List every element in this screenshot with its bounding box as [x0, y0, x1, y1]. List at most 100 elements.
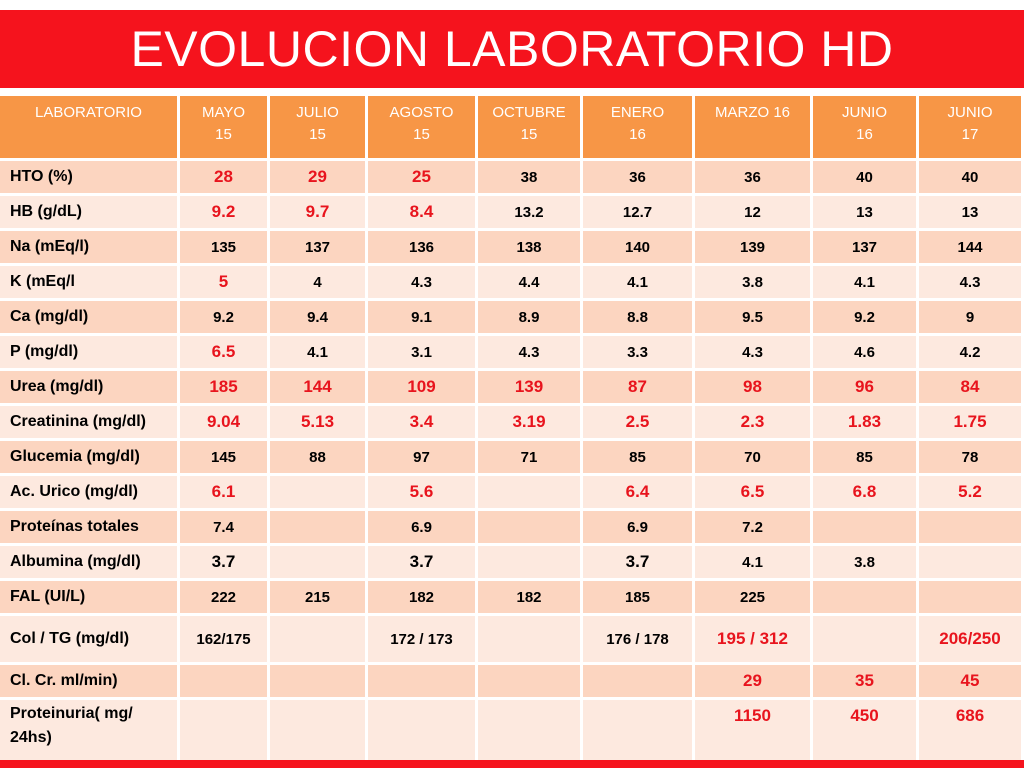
column-header-label: OCTUBRE	[492, 104, 566, 121]
table-cell: 2.5	[583, 406, 695, 441]
table-row: Proteinuria( mg/ 24hs) 1150 450 686	[0, 700, 1024, 767]
table-cell: 6.4	[583, 476, 695, 511]
table-cell: 4.3	[478, 336, 583, 371]
table-cell: 1.83	[813, 406, 919, 441]
table-cell: 8.8	[583, 301, 695, 336]
column-header-sublabel: 16	[856, 126, 873, 143]
column-header-sublabel: 16	[629, 126, 646, 143]
table-row: Glucemia (mg/dl) 145 88 97 71 85 70 85 78	[0, 441, 1024, 476]
table-cell: 12.7	[583, 196, 695, 231]
table-cell: 135	[180, 231, 270, 266]
column-header-label: JUNIO	[842, 104, 887, 121]
column-header-laboratorio: LABORATORIO	[0, 96, 180, 161]
table-cell: 38	[478, 161, 583, 196]
table-cell	[180, 700, 270, 767]
table-cell	[270, 616, 368, 665]
table-cell: 9.04	[180, 406, 270, 441]
table-cell: 29	[695, 665, 813, 700]
table-cell: 85	[583, 441, 695, 476]
row-label: Glucemia (mg/dl)	[0, 441, 180, 476]
table-cell: 3.7	[368, 546, 478, 581]
table-cell: 185	[583, 581, 695, 616]
table-cell: 6.1	[180, 476, 270, 511]
table-cell: 185	[180, 371, 270, 406]
table-cell	[478, 700, 583, 767]
table-cell	[813, 511, 919, 546]
table-row: Urea (mg/dl) 185 144 109 139 87 98 96 84	[0, 371, 1024, 406]
column-header-sublabel: 15	[309, 126, 326, 143]
table-cell: 35	[813, 665, 919, 700]
table-cell	[478, 665, 583, 700]
table-cell: 7.4	[180, 511, 270, 546]
column-header-label: MAYO	[201, 104, 246, 121]
table-cell: 85	[813, 441, 919, 476]
table-row: HB (g/dL) 9.2 9.7 8.4 13.2 12.7 12 13 13	[0, 196, 1024, 231]
table-cell: 9.1	[368, 301, 478, 336]
table-cell: 70	[695, 441, 813, 476]
table-cell: 40	[813, 161, 919, 196]
table-cell: 8.4	[368, 196, 478, 231]
table-cell: 9.7	[270, 196, 368, 231]
table-cell: 6.5	[180, 336, 270, 371]
table-row: Creatinina (mg/dl) 9.04 5.13 3.4 3.19 2.5 2.3 1…	[0, 406, 1024, 441]
table-cell: 4.6	[813, 336, 919, 371]
table-cell: 1150	[695, 700, 813, 767]
table-row: Ac. Urico (mg/dl) 6.1 5.6 6.4 6.5 6.8 5.2	[0, 476, 1024, 511]
column-header-label: AGOSTO	[389, 104, 454, 121]
column-header-1: MAYO 15	[180, 96, 270, 161]
column-header-label: LABORATORIO	[35, 104, 142, 121]
table-cell: 4.1	[695, 546, 813, 581]
table-cell: 450	[813, 700, 919, 767]
table-cell: 3.8	[695, 266, 813, 301]
table-cell: 9.4	[270, 301, 368, 336]
table-row: Ca (mg/dl) 9.2 9.4 9.1 8.9 8.8 9.5 9.2 9	[0, 301, 1024, 336]
table-cell	[270, 546, 368, 581]
table-cell: 144	[270, 371, 368, 406]
table-cell: 4.1	[583, 266, 695, 301]
table-row: K (mEq/l 5 4 4.3 4.4 4.1 3.8 4.1 4.3	[0, 266, 1024, 301]
table-cell: 3.8	[813, 546, 919, 581]
table-cell: 4.4	[478, 266, 583, 301]
row-label: FAL (UI/L)	[0, 581, 180, 616]
table-cell: 215	[270, 581, 368, 616]
table-cell: 6.9	[368, 511, 478, 546]
table-cell	[583, 700, 695, 767]
table-cell: 40	[919, 161, 1024, 196]
table-cell	[270, 665, 368, 700]
table-cell: 28	[180, 161, 270, 196]
table-cell: 3.3	[583, 336, 695, 371]
column-header-4: OCTUBRE 15	[478, 96, 583, 161]
table-cell: 4.1	[270, 336, 368, 371]
table-cell: 144	[919, 231, 1024, 266]
table-cell: 84	[919, 371, 1024, 406]
table-cell: 1.75	[919, 406, 1024, 441]
table-cell	[270, 476, 368, 511]
table-cell: 88	[270, 441, 368, 476]
table-row: Col / TG (mg/dl) 162/175 172 / 173 176 / 17…	[0, 616, 1024, 665]
table-cell: 176 / 178	[583, 616, 695, 665]
table-cell: 206/250	[919, 616, 1024, 665]
row-label: Cl. Cr. ml/min)	[0, 665, 180, 700]
table-cell: 9.2	[180, 301, 270, 336]
row-label: Proteinuria( mg/ 24hs)	[0, 700, 180, 767]
table-cell	[368, 700, 478, 767]
row-label: Ac. Urico (mg/dl)	[0, 476, 180, 511]
table-cell	[180, 665, 270, 700]
table-cell	[813, 581, 919, 616]
table-cell: 162/175	[180, 616, 270, 665]
table-cell: 78	[919, 441, 1024, 476]
table-cell: 36	[695, 161, 813, 196]
table-cell	[478, 546, 583, 581]
table-cell: 172 / 173	[368, 616, 478, 665]
table-cell	[270, 511, 368, 546]
table-cell	[478, 476, 583, 511]
table-cell: 182	[478, 581, 583, 616]
row-label: HTO (%)	[0, 161, 180, 196]
table-cell: 139	[478, 371, 583, 406]
table-cell	[919, 511, 1024, 546]
table-cell: 96	[813, 371, 919, 406]
column-header-sublabel: 17	[961, 126, 979, 143]
table-cell: 9.5	[695, 301, 813, 336]
header-row: LABORATORIO MAYO 15 JULIO 15 AGOSTO 15 OCTUBRE 1…	[0, 96, 1024, 161]
table-cell: 13	[919, 196, 1024, 231]
